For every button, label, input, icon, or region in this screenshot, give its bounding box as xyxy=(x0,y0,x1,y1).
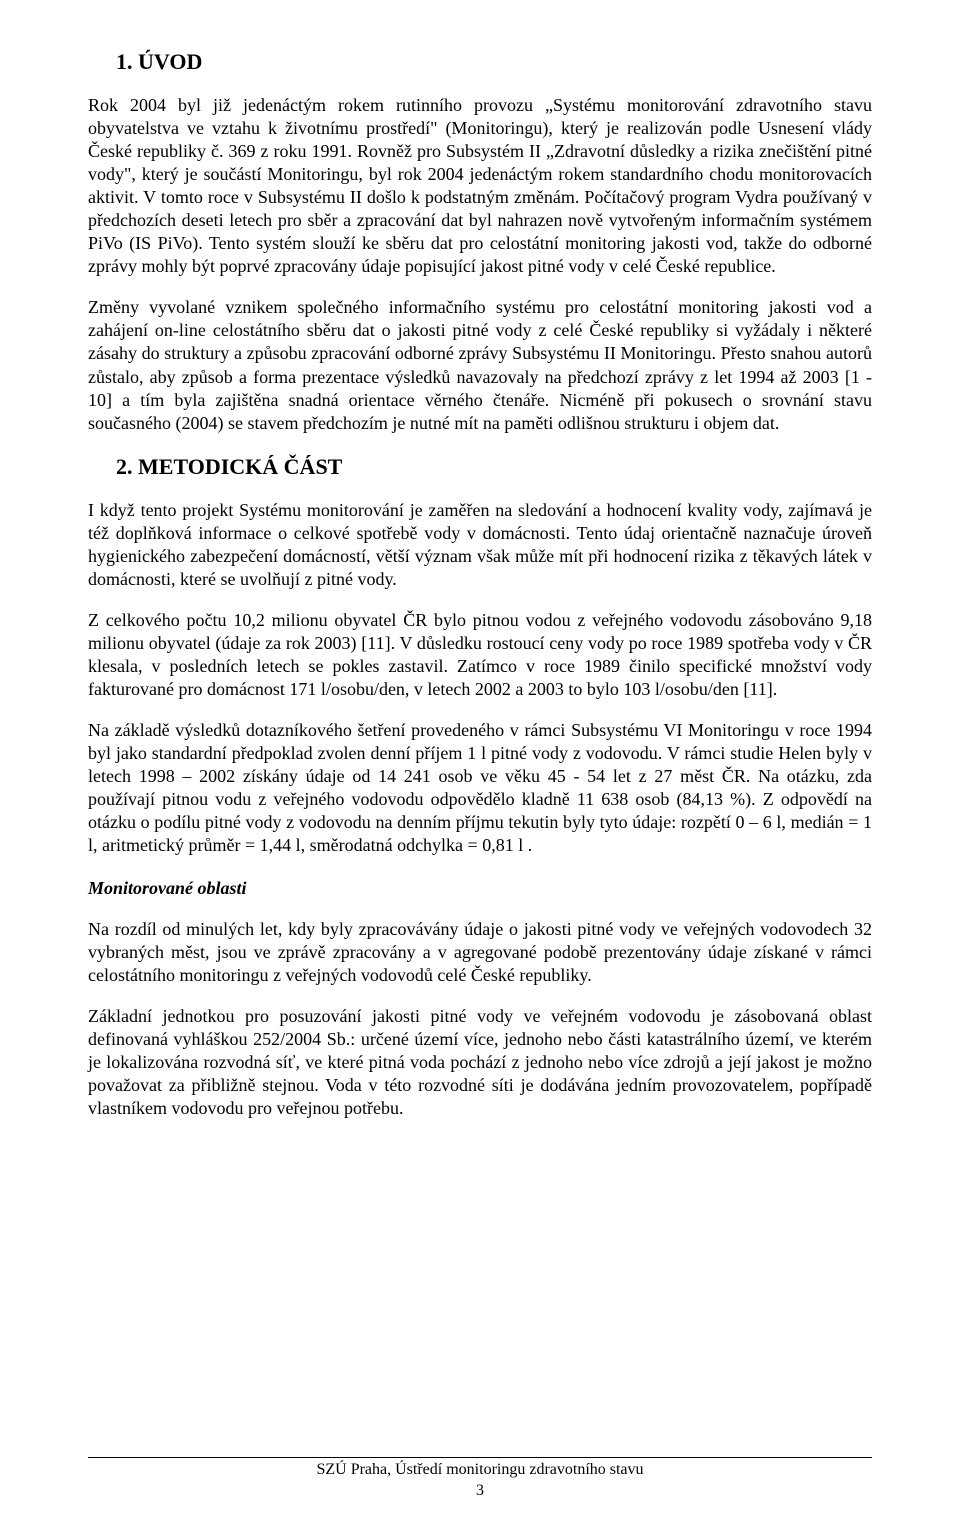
section-1-paragraph-1: Rok 2004 byl již jedenáctým rokem rutinn… xyxy=(88,94,872,278)
section-2-paragraph-2: Z celkového počtu 10,2 milionu obyvatel … xyxy=(88,609,872,701)
page-number: 3 xyxy=(88,1481,872,1501)
section-2-paragraph-1: I když tento projekt Systému monitorován… xyxy=(88,499,872,591)
subsection-paragraph-1: Na rozdíl od minulých let, kdy byly zpra… xyxy=(88,918,872,987)
section-2-heading: 2. METODICKÁ ČÁST xyxy=(88,453,872,481)
page-footer: SZÚ Praha, Ústředí monitoringu zdravotní… xyxy=(88,1457,872,1501)
subsection-paragraph-2: Základní jednotkou pro posuzování jakost… xyxy=(88,1005,872,1120)
subsection-heading-monitorovane-oblasti: Monitorované oblasti xyxy=(88,877,872,900)
section-1-heading: 1. ÚVOD xyxy=(88,48,872,76)
section-1-paragraph-2: Změny vyvolané vznikem společného inform… xyxy=(88,296,872,434)
document-page: 1. ÚVOD Rok 2004 byl již jedenáctým roke… xyxy=(0,0,960,1519)
section-2-paragraph-3: Na základě výsledků dotazníkového šetřen… xyxy=(88,719,872,857)
footer-text: SZÚ Praha, Ústředí monitoringu zdravotní… xyxy=(316,1461,643,1478)
